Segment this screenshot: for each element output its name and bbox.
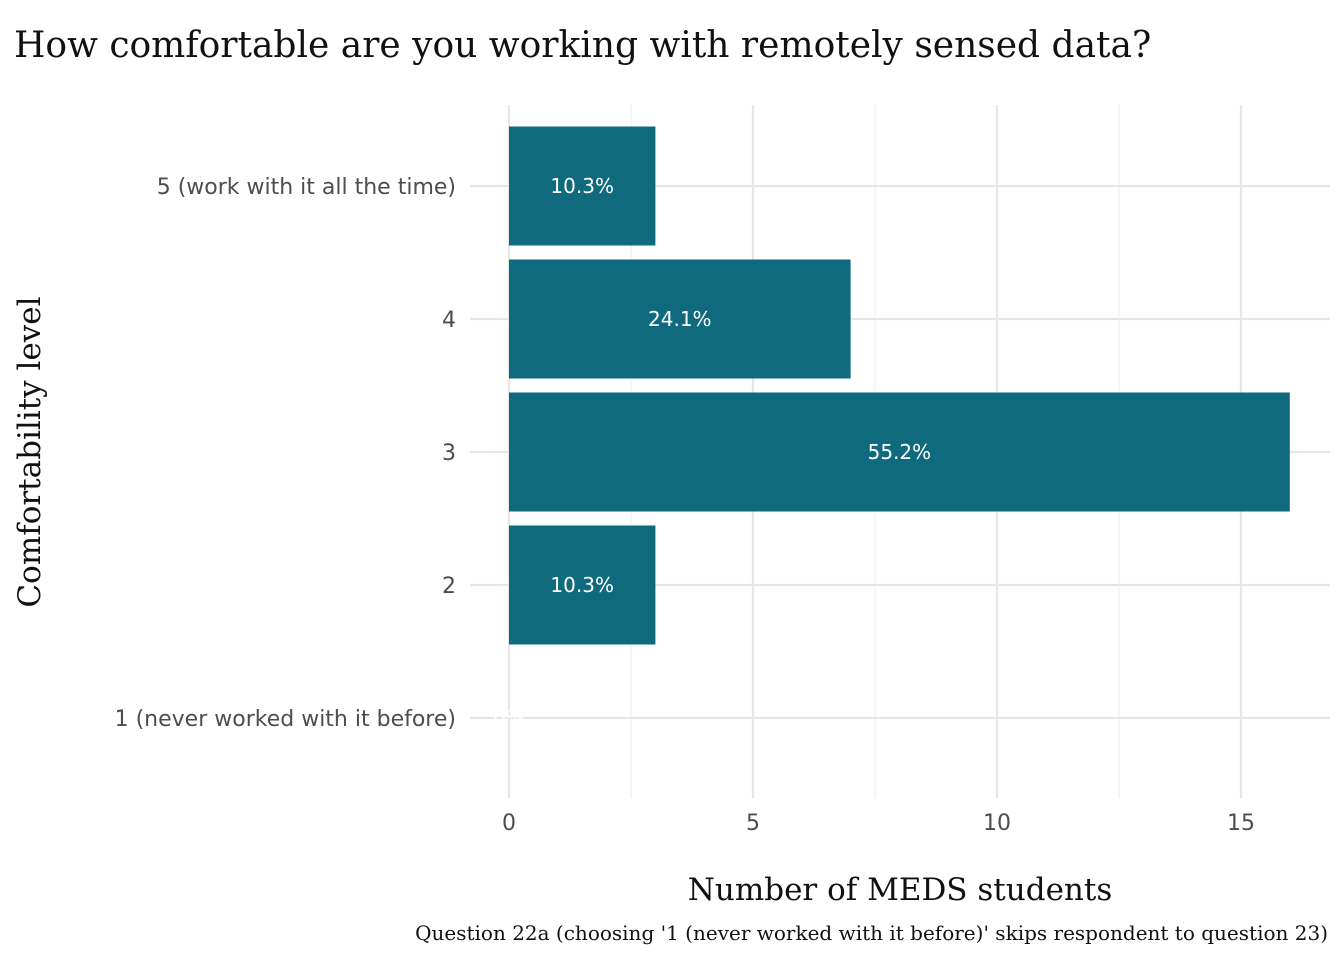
bar xyxy=(509,259,851,379)
bar-labels: 0% 10.3% 55.2% 24.1% 10.3% xyxy=(493,174,931,730)
y-tick-label: 2 xyxy=(442,574,456,599)
x-tick-label: 5 xyxy=(746,811,760,836)
y-axis-ticks: 1 (never worked with it before) 2 3 4 5 (wor… xyxy=(115,175,456,732)
y-axis-title: Comfortability level xyxy=(12,296,48,607)
y-tick-label: 1 (never worked with it before) xyxy=(115,707,456,732)
chart-title: How comfortable are you working with rem… xyxy=(14,25,1151,66)
x-tick-label: 0 xyxy=(502,811,516,836)
chart-caption: Question 22a (choosing '1 (never worked … xyxy=(415,921,1328,945)
bar-value-label: 55.2% xyxy=(868,440,932,464)
x-tick-label: 15 xyxy=(1227,811,1255,836)
x-axis-ticks: 0 5 10 15 xyxy=(502,811,1255,836)
y-tick-label: 3 xyxy=(442,441,456,466)
bar-value-label: 10.3% xyxy=(550,174,614,198)
bar xyxy=(509,392,1290,512)
bars xyxy=(509,126,1290,645)
bar xyxy=(509,126,656,246)
bar-value-label: 24.1% xyxy=(648,307,712,331)
y-tick-label: 4 xyxy=(442,308,456,333)
bar-value-label: 10.3% xyxy=(550,573,614,597)
bar-value-label: 0% xyxy=(493,706,525,730)
x-tick-label: 10 xyxy=(983,811,1011,836)
y-tick-label: 5 (work with it all the time) xyxy=(157,175,456,200)
x-axis-title: Number of MEDS students xyxy=(688,872,1113,908)
bar xyxy=(509,525,656,645)
